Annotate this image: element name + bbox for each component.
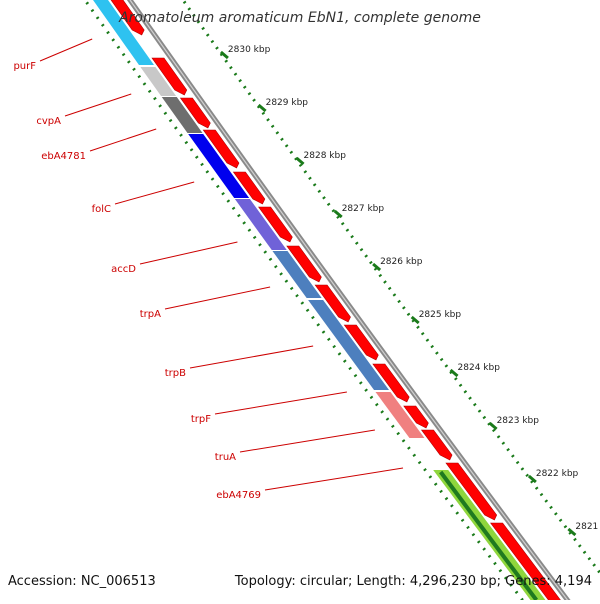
gene-label-ebA4781: ebA4781 (41, 151, 86, 162)
gene-block-stripe (439, 470, 538, 602)
gene-leader-line (39, 38, 93, 62)
gene-block (188, 134, 250, 198)
scale-tick-label: 2825 kbp (419, 310, 462, 320)
scale-tick-label: 2821 kbp (575, 522, 600, 532)
gene-leader-line (64, 93, 132, 117)
scale-tick-mark (257, 103, 267, 113)
scale-tick-mark (372, 262, 382, 272)
gene-block (375, 392, 425, 438)
cds-block (314, 284, 351, 323)
map-title: Aromatoleum aromaticum EbN1, complete ge… (119, 10, 481, 26)
backbone-track (126, 0, 574, 604)
scale-tick-mark (295, 156, 305, 166)
scale-tick-mark (527, 474, 537, 484)
scale-tick-mark (488, 421, 498, 431)
gene-label-trpA: trpA (140, 309, 161, 320)
gene-label-accD: accD (111, 264, 136, 275)
gene-label-cvpA: cvpA (36, 116, 61, 127)
scale-tick-label: 2822 kbp (536, 469, 579, 479)
cds-block (403, 405, 429, 429)
scale-tick-mark (219, 50, 229, 60)
gene-leader-line (89, 128, 157, 152)
cds-block (110, 0, 145, 36)
gene-leader-line (264, 467, 404, 491)
scale-tick-label: 2827 kbp (342, 204, 385, 214)
backbone-highlight (129, 0, 572, 604)
gene-label-ebA4769: ebA4769 (216, 490, 261, 501)
gene-labels: purF cvpA ebA4781 folC accD trpA trpB trpF truA e… (13, 38, 404, 501)
gene-block (140, 67, 177, 96)
gene-leader-line (214, 391, 347, 415)
inner-dotted-ring (83, 0, 526, 604)
gene-block (234, 199, 287, 250)
gene-label-folC: folC (92, 204, 111, 215)
scale-tick-label: 2829 kbp (266, 98, 309, 108)
cds-block (445, 462, 498, 521)
cds-block (232, 171, 266, 205)
scale-ticks: 2830 kbp 2829 kbp 2828 kbp 2827 kbp 2826 kbp… (83, 0, 600, 604)
scale-tick-mark (449, 368, 459, 378)
gene-leader-line (139, 241, 238, 265)
cds-block (490, 522, 564, 604)
scale-tick-label: 2826 kbp (380, 257, 423, 267)
gene-block (93, 0, 154, 65)
cds-block (202, 129, 240, 169)
gene-block (161, 97, 203, 133)
gene-leader-line (114, 181, 195, 205)
gene-leader-line (239, 429, 375, 453)
gene-label-truA: truA (215, 452, 236, 463)
scale-tick-label: 2828 kbp (304, 151, 347, 161)
cds-block (343, 324, 379, 361)
gene-label-purF: purF (13, 61, 36, 72)
cds-block (420, 429, 453, 461)
accession-text: Accession: NC_006513 (8, 574, 156, 589)
colored-gene-track (93, 0, 549, 604)
scale-tick-label: 2823 kbp (497, 416, 540, 426)
forward-cds-track (110, 0, 564, 604)
scale-tick-mark (333, 209, 343, 219)
scale-tick-mark (410, 315, 420, 325)
gene-label-trpF: trpF (191, 414, 211, 425)
cds-block (151, 57, 188, 96)
scale-tick-label: 2830 kbp (228, 45, 271, 55)
topology-text: Topology: circular; Length: 4,296,230 bp… (234, 574, 592, 589)
gene-leader-line (164, 286, 271, 310)
gene-block (272, 251, 322, 298)
gene-leader-line (189, 345, 314, 369)
cds-block (179, 97, 211, 129)
cds-block (372, 363, 410, 403)
cds-block (286, 245, 322, 283)
gene-label-trpB: trpB (165, 368, 186, 379)
scale-tick-label: 2824 kbp (458, 363, 501, 373)
gene-block (308, 300, 390, 390)
scale-dotted-ring (181, 0, 600, 576)
scale-tick-mark (567, 527, 577, 537)
cds-block (258, 206, 293, 243)
